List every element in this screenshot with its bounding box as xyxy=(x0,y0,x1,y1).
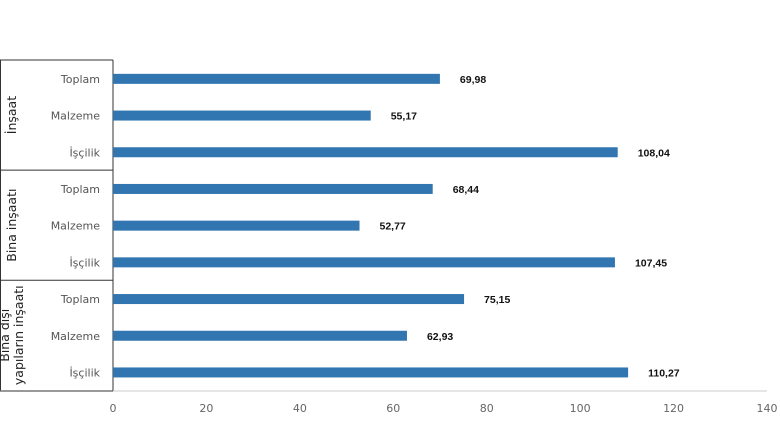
data-label: 110,27 xyxy=(648,367,680,379)
bar xyxy=(113,183,433,194)
category-label: Toplam xyxy=(60,293,100,306)
group-label: Bina inşaatı xyxy=(4,189,19,262)
data-label: 107,45 xyxy=(635,257,667,269)
x-tick-label: 100 xyxy=(570,402,591,415)
category-label: İşçilik xyxy=(69,366,100,379)
group-label: Bina dışı xyxy=(0,309,12,362)
category-label: Malzeme xyxy=(51,110,101,123)
bar xyxy=(113,220,360,231)
bar xyxy=(113,367,629,378)
x-tick-label: 120 xyxy=(663,402,684,415)
x-tick-label: 140 xyxy=(757,402,778,415)
bar xyxy=(113,110,371,121)
data-label: 52,77 xyxy=(380,221,406,233)
bar xyxy=(113,294,465,305)
bar xyxy=(113,147,618,158)
category-label: Toplam xyxy=(60,73,100,86)
data-label: 68,44 xyxy=(453,184,479,196)
group-label: yapıların inşaatı xyxy=(11,285,26,385)
data-label: 55,17 xyxy=(391,111,417,123)
data-label: 75,15 xyxy=(484,294,510,306)
category-label: Malzeme xyxy=(51,330,101,343)
bar xyxy=(113,330,407,341)
category-label: Toplam xyxy=(60,183,100,196)
bar xyxy=(113,73,440,84)
data-label: 108,04 xyxy=(638,147,670,159)
x-tick-label: 40 xyxy=(293,402,307,415)
data-label: 62,93 xyxy=(427,331,453,343)
x-tick-label: 20 xyxy=(199,402,213,415)
category-label: Malzeme xyxy=(51,220,101,233)
x-tick-label: 60 xyxy=(386,402,400,415)
x-tick-label: 0 xyxy=(110,402,117,415)
data-label: 69,98 xyxy=(460,74,486,86)
bar xyxy=(113,257,615,268)
category-label: İşçilik xyxy=(69,256,100,269)
x-tick-label: 80 xyxy=(480,402,494,415)
group-label: İnşaat xyxy=(4,96,19,134)
category-label: İşçilik xyxy=(69,146,100,159)
